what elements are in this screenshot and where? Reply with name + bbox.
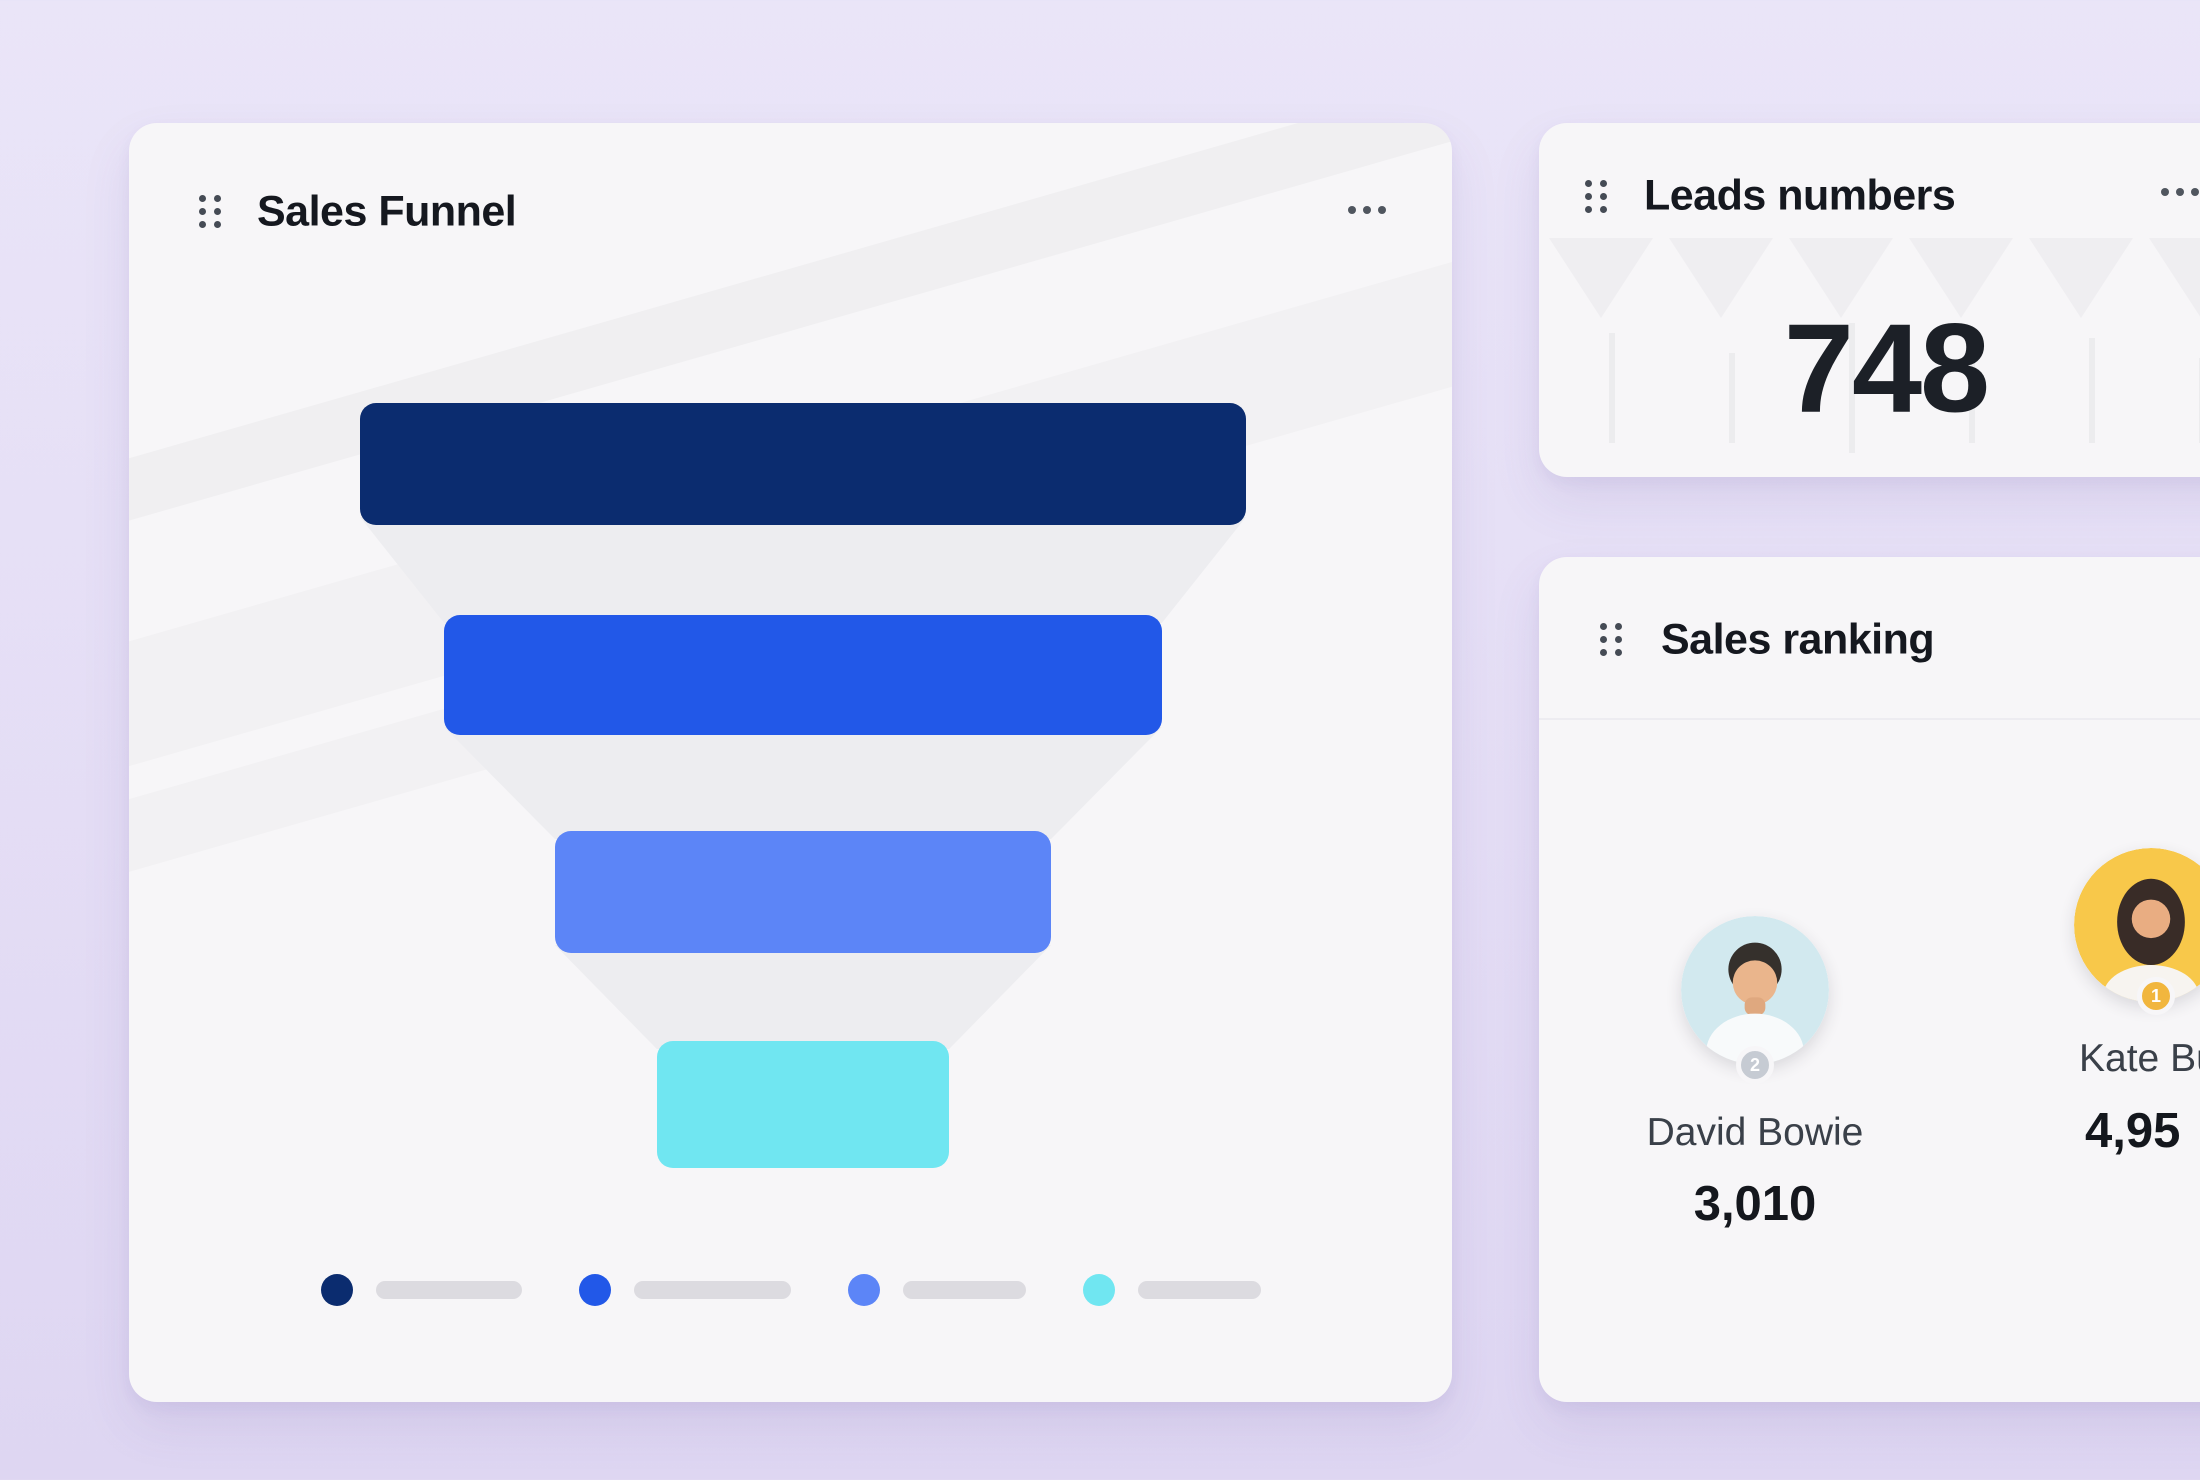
funnel-bar-1	[360, 403, 1246, 525]
avatar-david-bowie	[1681, 916, 1829, 1064]
legend-dot	[847, 1274, 880, 1306]
card-texture	[1549, 238, 1653, 318]
card-texture	[1909, 238, 2013, 318]
rank-badge: 1	[2137, 977, 2175, 1015]
legend-label-pill	[375, 1281, 522, 1299]
card-title: Leads numbers	[1644, 171, 1956, 220]
person-name: David Bowie	[1646, 1111, 1864, 1154]
legend-label-pill	[1137, 1281, 1261, 1299]
funnel-connector	[444, 727, 1162, 839]
legend-item	[847, 1274, 1026, 1306]
leads-numbers-card: Leads numbers 748	[1539, 123, 2200, 477]
funnel-connector	[360, 517, 1246, 623]
avatar-kate	[2074, 848, 2200, 1002]
funnel-bar-4	[656, 1041, 950, 1168]
divider	[1539, 718, 2200, 720]
rank-badge: 2	[1736, 1046, 1774, 1084]
person-value: 4,95	[2085, 1104, 2181, 1158]
card-title: Sales ranking	[1661, 615, 1935, 664]
legend-label-pill	[902, 1281, 1026, 1299]
leads-count: 748	[1783, 297, 1990, 439]
card-texture	[2089, 338, 2095, 443]
legend-item	[1082, 1274, 1261, 1306]
ellipsis-icon[interactable]	[1348, 200, 1386, 220]
drag-handle-icon[interactable]	[199, 195, 221, 228]
card-texture	[1729, 353, 1735, 443]
person-name: Kate Bu	[2079, 1037, 2200, 1080]
person-value: 3,010	[1693, 1177, 1817, 1231]
card-texture	[1969, 363, 1975, 443]
sales-ranking-card: Sales ranking 2 David Bowie 3,010	[1539, 557, 2200, 1402]
legend-dot	[578, 1274, 611, 1306]
legend-item	[578, 1274, 791, 1306]
card-texture	[1849, 323, 1855, 453]
ellipsis-icon[interactable]	[2161, 182, 2199, 202]
funnel-bar-2	[444, 615, 1162, 735]
drag-handle-icon[interactable]	[1600, 623, 1622, 656]
legend-dot	[1082, 1274, 1115, 1306]
funnel-connector	[554, 945, 1052, 1049]
funnel-bar-3	[554, 831, 1052, 953]
legend-dot	[320, 1274, 353, 1306]
card-texture	[2029, 238, 2133, 318]
card-title: Sales Funnel	[257, 187, 517, 236]
drag-handle-icon[interactable]	[1585, 180, 1607, 213]
legend-label-pill	[633, 1281, 791, 1299]
sales-funnel-card: Sales Funnel	[129, 123, 1452, 1402]
legend-item	[320, 1274, 522, 1306]
funnel-chart	[360, 403, 1246, 1168]
funnel-legend	[129, 1268, 1452, 1312]
card-texture	[1609, 333, 1615, 443]
card-texture	[1789, 238, 1893, 318]
card-texture	[1669, 238, 1773, 318]
card-texture	[2149, 238, 2200, 318]
